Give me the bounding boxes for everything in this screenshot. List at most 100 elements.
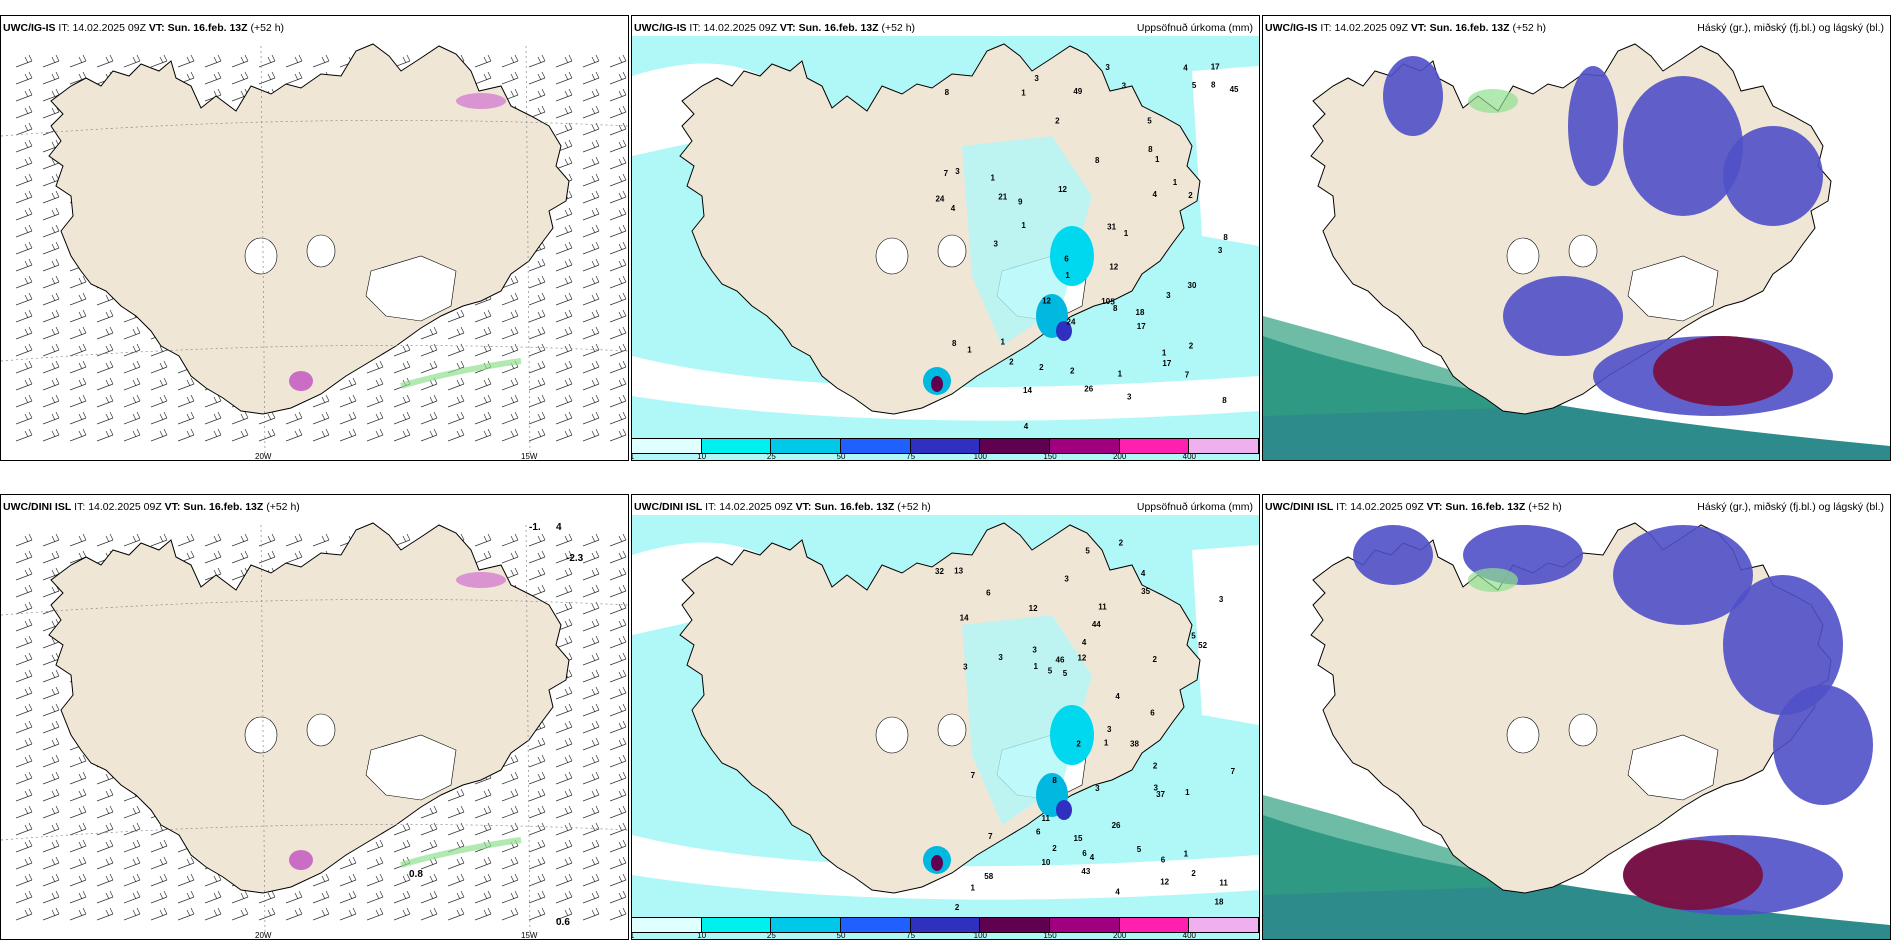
wind-barb <box>204 550 222 564</box>
wind-barb <box>528 907 546 921</box>
wind-barb <box>555 309 573 323</box>
wind-barb <box>15 907 33 921</box>
precip-colorbar: 1 10 25 50 75 100 150 200 400 <box>632 438 1259 460</box>
wind-barb <box>258 550 276 564</box>
colorbar-swatch <box>632 439 702 453</box>
wind-barb <box>609 873 627 887</box>
wind-barb <box>69 275 87 289</box>
wind-barb <box>69 326 87 340</box>
wind-barb <box>501 275 519 289</box>
wind-barb <box>42 224 60 238</box>
wind-barb <box>555 703 573 717</box>
wind-barb <box>42 890 60 904</box>
wind-value-label: 4 <box>556 522 562 533</box>
wind-barb <box>285 533 303 547</box>
wind-barb <box>555 428 573 442</box>
wind-barb <box>582 224 600 238</box>
wind-barb <box>447 326 465 340</box>
wind-barb <box>582 805 600 819</box>
wind-barb <box>555 771 573 785</box>
precip-value-label: 3 <box>1107 725 1112 734</box>
wind-barb <box>609 890 627 904</box>
precip-value-label: 5 <box>1137 845 1142 854</box>
wind-barb <box>474 907 492 921</box>
wind-barb <box>15 275 33 289</box>
wind-barb <box>96 326 114 340</box>
wind-barb <box>447 890 465 904</box>
precip-value-label: 26 <box>1084 385 1093 394</box>
panel-field-label: Uppsöfnuð úrkoma (mm) <box>1136 22 1253 34</box>
wind-barb <box>15 839 33 853</box>
colorbar-swatch <box>841 439 911 453</box>
precip-value-label: 3 <box>1154 784 1159 793</box>
wind-barb <box>474 377 492 391</box>
wind-barb <box>501 428 519 442</box>
wind-barb <box>609 856 627 870</box>
wind-barb <box>528 754 546 768</box>
wind-barb <box>609 156 627 170</box>
precip-value-label: 32 <box>935 567 944 576</box>
wind-barb <box>123 873 141 887</box>
wind-value-label: -1. <box>529 522 541 533</box>
wind-barb <box>69 309 87 323</box>
wind-barb <box>447 428 465 442</box>
precip-value-label: 3 <box>1105 63 1110 72</box>
precip-value-label: 2 <box>1076 740 1081 749</box>
wind-barb <box>96 890 114 904</box>
precip-value-label: 1 <box>1173 178 1178 187</box>
panel-title: UWC/DINI ISL IT: 14.02.2025 09Z VT: Sun.… <box>3 501 300 513</box>
wind-barb <box>528 788 546 802</box>
wind-barb <box>15 207 33 221</box>
wind-barb <box>312 533 330 547</box>
wind-barb <box>15 343 33 357</box>
wind-barb <box>609 652 627 666</box>
precip-moderate-east <box>1050 705 1094 765</box>
wind-barb <box>555 71 573 85</box>
precip-value-label: 1 <box>1021 89 1026 98</box>
wind-barb <box>15 309 33 323</box>
wind-barb <box>609 550 627 564</box>
wind-barb <box>258 71 276 85</box>
wind-barb <box>474 394 492 408</box>
wind-barb <box>582 652 600 666</box>
precip-value-label: 12 <box>1109 262 1118 271</box>
wind-barb <box>150 873 168 887</box>
wind-barb <box>555 635 573 649</box>
wind-barb <box>474 550 492 564</box>
precip-value-label: 49 <box>1073 87 1082 96</box>
wind-barb <box>177 533 195 547</box>
wind-barb <box>501 805 519 819</box>
colorbar-tick-label: 10 <box>697 452 707 461</box>
wind-barb <box>231 533 249 547</box>
wind-barb <box>15 754 33 768</box>
wind-barb <box>42 533 60 547</box>
wind-barb <box>15 720 33 734</box>
cloud-mid-patch <box>1613 525 1753 625</box>
wind-barb <box>582 873 600 887</box>
precip-moderate-east <box>1050 226 1094 286</box>
iceland-landmass <box>679 43 1201 415</box>
wind-barb <box>528 394 546 408</box>
wind-barb <box>96 856 114 870</box>
wind-barb <box>555 241 573 255</box>
map-cloud-top <box>1263 43 1890 460</box>
wind-barb <box>501 907 519 921</box>
wind-barb <box>528 822 546 836</box>
precip-value-label: 5 <box>1063 669 1068 678</box>
wind-barb <box>609 122 627 136</box>
wind-barb <box>609 292 627 306</box>
precip-value-label: 5 <box>1192 81 1197 90</box>
wind-barb <box>15 584 33 598</box>
wind-barb <box>312 890 330 904</box>
wind-barb <box>555 88 573 102</box>
precip-value-label: 6 <box>1036 827 1041 836</box>
wind-barb <box>96 377 114 391</box>
precip-value-label: 2 <box>1119 539 1124 548</box>
wind-barb <box>609 686 627 700</box>
cloud-green-patch <box>1468 568 1518 592</box>
precip-value-label: 44 <box>1092 620 1101 629</box>
precip-snow-patch <box>289 850 313 870</box>
precip-value-label: 6 <box>1064 255 1069 264</box>
precip-value-label: 2 <box>1009 358 1014 367</box>
precip-value-label: 8 <box>952 339 957 348</box>
